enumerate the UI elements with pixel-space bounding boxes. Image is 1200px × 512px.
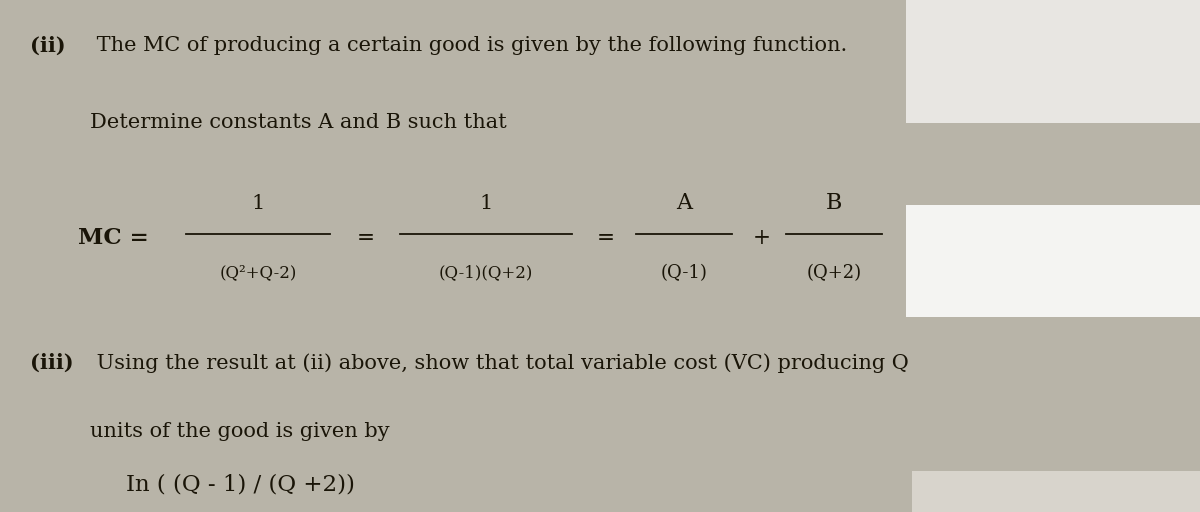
Text: 1: 1 [251, 194, 265, 213]
Text: =: = [598, 227, 616, 249]
Text: MC =: MC = [78, 227, 149, 249]
Text: =: = [358, 227, 374, 249]
Text: (iii): (iii) [30, 353, 73, 373]
Bar [906, 205, 1200, 317]
Text: Determine constants A and B such that: Determine constants A and B such that [90, 113, 506, 132]
Text: A: A [676, 193, 692, 214]
Text: (Q-1)(Q+2): (Q-1)(Q+2) [439, 264, 533, 282]
Bar [912, 471, 1200, 512]
Text: In ( (Q - 1) / (Q +2)): In ( (Q - 1) / (Q +2)) [126, 474, 355, 496]
Text: (Q²+Q-2): (Q²+Q-2) [220, 264, 296, 282]
Text: The MC of producing a certain good is given by the following function.: The MC of producing a certain good is gi… [90, 36, 847, 55]
Text: units of the good is given by: units of the good is given by [90, 422, 390, 441]
Text: +: + [754, 227, 772, 249]
Text: 1: 1 [479, 194, 493, 213]
Text: (Q-1): (Q-1) [660, 264, 708, 282]
Text: Using the result at (ii) above, show that total variable cost (VC) producing Q: Using the result at (ii) above, show tha… [90, 353, 908, 373]
Text: (ii): (ii) [30, 36, 66, 56]
Bar [906, 0, 1200, 123]
Text: (Q+2): (Q+2) [806, 264, 862, 282]
Text: B: B [826, 193, 842, 214]
